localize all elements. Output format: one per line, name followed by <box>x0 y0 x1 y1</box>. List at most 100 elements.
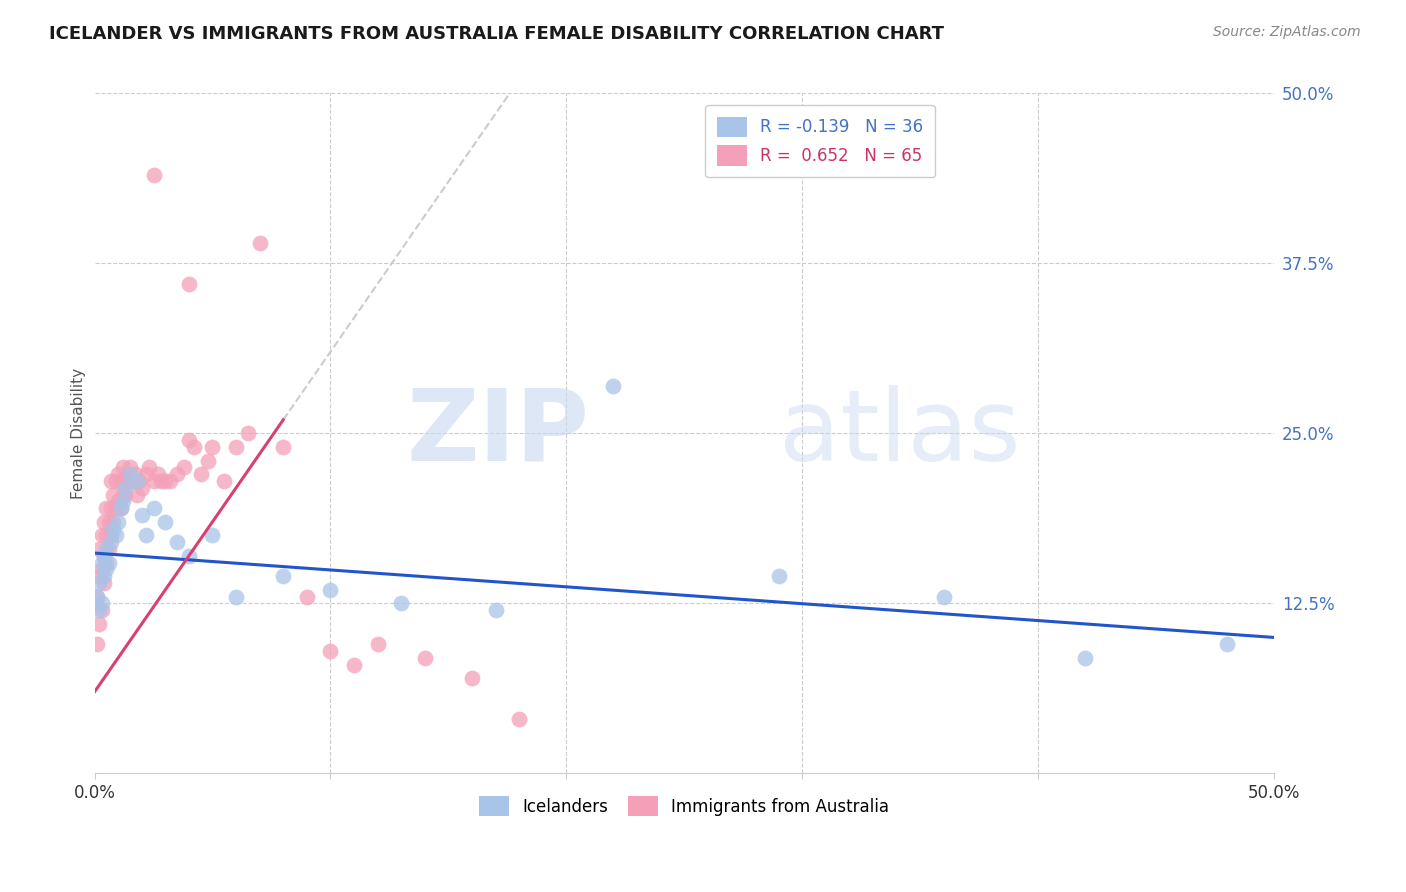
Point <box>97 541 120 556</box>
Point <box>125 474 148 488</box>
Point <box>104 474 127 488</box>
Y-axis label: Female Disability: Female Disability <box>72 368 86 499</box>
Point <box>319 582 342 597</box>
Text: ICELANDER VS IMMIGRANTS FROM AUSTRALIA FEMALE DISABILITY CORRELATION CHART: ICELANDER VS IMMIGRANTS FROM AUSTRALIA F… <box>49 25 945 43</box>
Point <box>166 535 188 549</box>
Point <box>236 426 259 441</box>
Point <box>932 590 955 604</box>
Point <box>149 474 172 488</box>
Point <box>201 528 224 542</box>
Point <box>100 474 122 488</box>
Point <box>103 515 125 529</box>
Point <box>86 590 108 604</box>
Point <box>389 596 412 610</box>
Point <box>96 562 118 576</box>
Point <box>249 235 271 250</box>
Point <box>93 515 115 529</box>
Point <box>89 603 111 617</box>
Point <box>166 467 188 482</box>
Point <box>118 460 141 475</box>
Point <box>107 494 129 508</box>
Point <box>93 549 115 563</box>
Point <box>295 590 318 604</box>
Point <box>90 596 112 610</box>
Point <box>197 453 219 467</box>
Point <box>111 494 134 508</box>
Point <box>461 671 484 685</box>
Point <box>1074 650 1097 665</box>
Point <box>117 467 139 482</box>
Point <box>148 467 170 482</box>
Point <box>155 474 177 488</box>
Point <box>107 467 129 482</box>
Point <box>125 487 148 501</box>
Point <box>183 440 205 454</box>
Point <box>89 576 111 591</box>
Point <box>413 650 436 665</box>
Point <box>97 556 120 570</box>
Point <box>508 712 530 726</box>
Point <box>104 501 127 516</box>
Point <box>121 474 143 488</box>
Point <box>86 590 108 604</box>
Point <box>96 528 118 542</box>
Point <box>177 433 200 447</box>
Point <box>343 657 366 672</box>
Point <box>90 556 112 570</box>
Point <box>96 501 118 516</box>
Point <box>225 440 247 454</box>
Point <box>602 379 624 393</box>
Point <box>142 474 165 488</box>
Point <box>96 556 118 570</box>
Point <box>190 467 212 482</box>
Point <box>90 528 112 542</box>
Point <box>110 501 132 516</box>
Point <box>124 467 146 482</box>
Point <box>100 528 122 542</box>
Point <box>271 440 294 454</box>
Point <box>89 616 111 631</box>
Point <box>367 637 389 651</box>
Point <box>128 474 150 488</box>
Point <box>97 515 120 529</box>
Point <box>142 501 165 516</box>
Point <box>177 549 200 563</box>
Point <box>173 460 195 475</box>
Point <box>111 487 134 501</box>
Point <box>107 515 129 529</box>
Point <box>177 277 200 291</box>
Point <box>100 535 122 549</box>
Point <box>131 481 153 495</box>
Point <box>484 603 506 617</box>
Point <box>104 528 127 542</box>
Point <box>110 474 132 488</box>
Point <box>155 515 177 529</box>
Point <box>90 603 112 617</box>
Point <box>89 569 111 583</box>
Point <box>117 474 139 488</box>
Point <box>768 569 790 583</box>
Point <box>135 467 157 482</box>
Point <box>114 474 136 488</box>
Point <box>114 481 136 495</box>
Point <box>201 440 224 454</box>
Legend: Icelanders, Immigrants from Australia: Icelanders, Immigrants from Australia <box>472 789 896 823</box>
Point <box>93 549 115 563</box>
Point <box>100 501 122 516</box>
Text: ZIP: ZIP <box>406 384 591 482</box>
Point <box>93 576 115 591</box>
Point <box>114 487 136 501</box>
Point <box>225 590 247 604</box>
Point <box>90 562 112 576</box>
Point <box>319 644 342 658</box>
Point <box>159 474 181 488</box>
Point <box>214 474 236 488</box>
Point <box>111 460 134 475</box>
Point <box>86 637 108 651</box>
Point <box>138 460 160 475</box>
Point <box>271 569 294 583</box>
Text: atlas: atlas <box>779 384 1021 482</box>
Point <box>131 508 153 522</box>
Point <box>96 541 118 556</box>
Point <box>110 501 132 516</box>
